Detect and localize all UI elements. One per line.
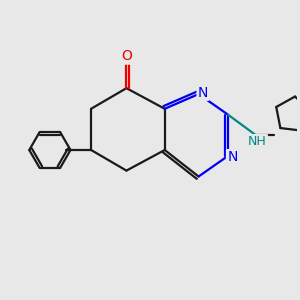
Text: N: N [198, 85, 208, 100]
Text: O: O [121, 50, 132, 63]
Text: N: N [227, 150, 238, 164]
Text: NH: NH [248, 135, 267, 148]
